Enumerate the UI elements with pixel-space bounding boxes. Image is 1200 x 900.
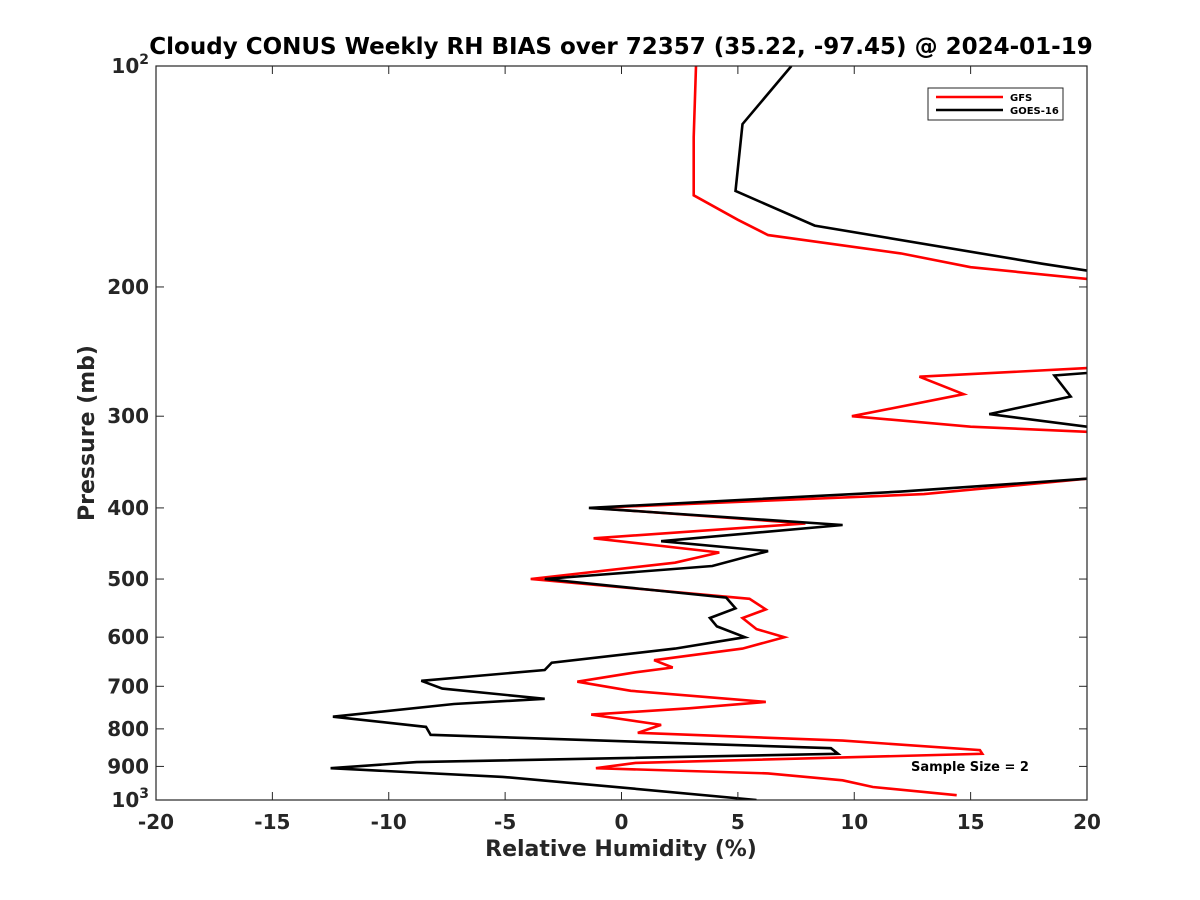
x-tick-label: -5 (494, 810, 516, 834)
x-tick-label: 10 (840, 810, 868, 834)
y-tick-label: 102 (111, 52, 149, 78)
y-axis-ticks: 102 200 300 400 500 600 700 800 900 103 (107, 52, 1087, 812)
y-tick-label: 400 (107, 496, 149, 520)
x-tick-label: -15 (254, 810, 290, 834)
series-line-gfs-segment-2 (851, 366, 1087, 434)
x-tick-label: -10 (371, 810, 407, 834)
legend: GFS GOES-16 (927, 87, 1064, 121)
legend-label-goes16: GOES-16 (1010, 106, 1059, 117)
legend-box (927, 87, 1064, 121)
y-tick-label: 300 (107, 404, 149, 428)
y-tick-label: 800 (107, 717, 149, 741)
x-axis-label: Relative Humidity (%) (485, 837, 757, 862)
y-tick-label: 600 (107, 625, 149, 649)
series-line-goes16-segment-2 (988, 371, 1087, 428)
series-line-goes16-segment-3 (330, 477, 1087, 800)
x-tick-label: 20 (1073, 810, 1101, 834)
x-tick-label: 15 (957, 810, 985, 834)
x-tick-label: 5 (731, 810, 745, 834)
y-axis-label: Pressure (mb) (75, 345, 100, 521)
y-tick-label: 700 (107, 674, 149, 698)
chart-title: Cloudy CONUS Weekly RH BIAS over 72357 (… (149, 34, 1092, 60)
sample-size-annotation: Sample Size = 2 (911, 760, 1029, 775)
series-layer (330, 66, 1087, 800)
series-line-goes16-segment-1 (734, 66, 1087, 272)
x-tick-label: -20 (138, 810, 174, 834)
x-axis-ticks: -20 -15 -10 -5 0 5 10 15 20 (138, 66, 1101, 834)
y-tick-label: 900 (107, 754, 149, 778)
y-tick-label: 103 (111, 786, 149, 812)
series-line-gfs-segment-3 (530, 477, 1087, 797)
x-tick-label: 0 (615, 810, 629, 834)
legend-label-gfs: GFS (1010, 93, 1032, 104)
y-tick-label: 200 (107, 275, 149, 299)
y-tick-label: 500 (107, 567, 149, 591)
series-line-gfs-segment-1 (692, 66, 1087, 281)
